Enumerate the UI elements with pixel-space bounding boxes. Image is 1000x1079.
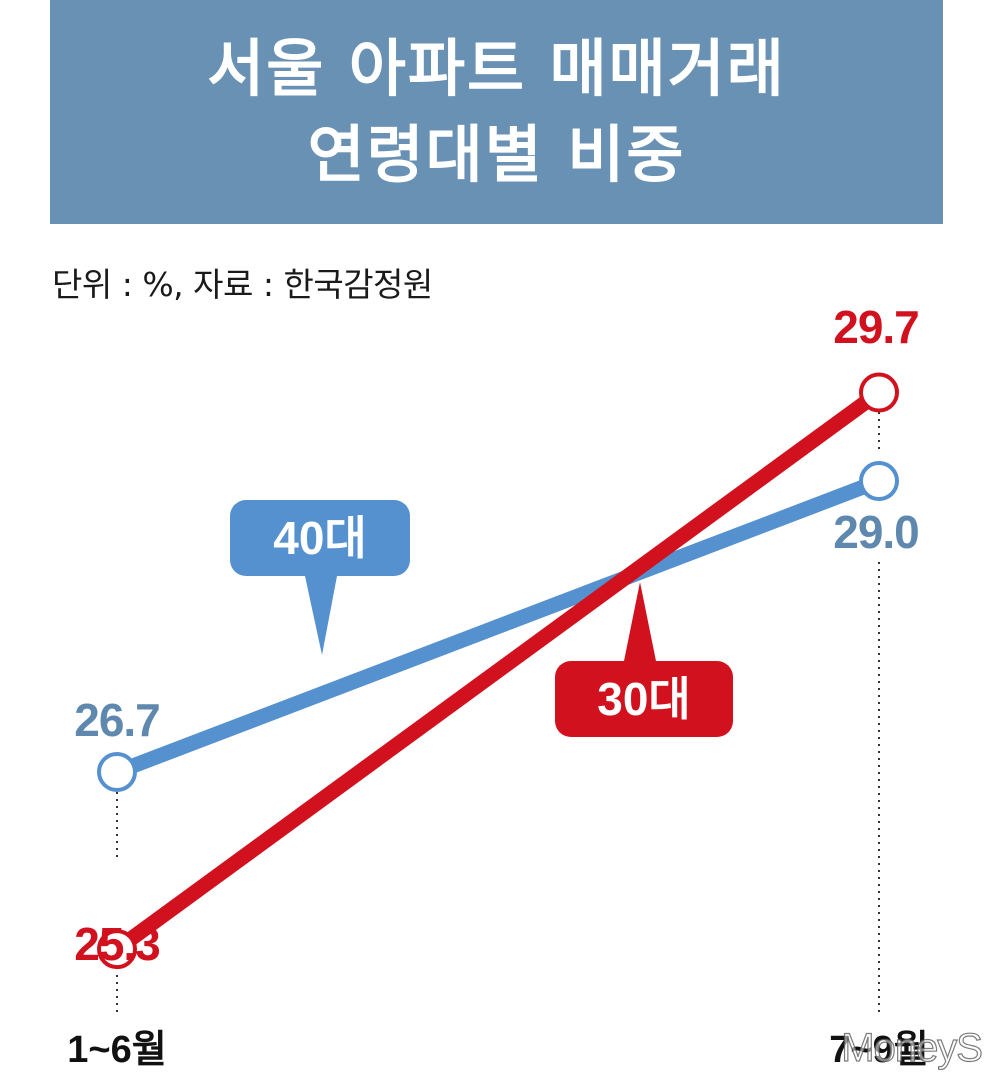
series-legend-label-30s: 30대 — [597, 673, 691, 725]
x-tick-labels: 1~6월 7~9월 — [67, 1029, 928, 1071]
point-marker-30s-0 — [97, 929, 137, 970]
data-label-30s-1: 29.7 — [833, 301, 919, 353]
callout-tail-40s — [305, 576, 337, 655]
callout-box-30s — [555, 661, 733, 737]
series-line-40s — [114, 474, 882, 780]
callout-tail-30s — [624, 582, 656, 661]
series-callouts: 40대 30대 — [230, 500, 733, 737]
series-lines — [112, 386, 884, 956]
data-label-30s-0: 25.3 — [74, 918, 160, 970]
data-labels: 26.7 29.0 25.3 29.7 — [74, 301, 920, 970]
series-legend-label-40s: 40대 — [273, 512, 367, 564]
series-line-30s — [112, 386, 884, 956]
x-tick-label-1: 7~9월 — [829, 1029, 928, 1071]
watermark-logo: MoneyS — [841, 1025, 984, 1070]
point-marker-40s-1 — [859, 461, 899, 502]
chart-title-line-1: 서울 아파트 매매거래 — [207, 32, 786, 105]
callout-box-40s — [230, 500, 410, 576]
chart-title-line-2: 연령대별 비중 — [307, 118, 686, 191]
data-label-40s-0: 26.7 — [74, 694, 160, 746]
point-marker-40s-0 — [97, 752, 137, 792]
dotted-guides — [116, 405, 880, 1012]
unit-source-note: 단위 : %, 자료 : 한국감정원 — [52, 265, 433, 304]
point-marker-30s-1 — [859, 372, 899, 413]
x-tick-label-0: 1~6월 — [67, 1029, 166, 1071]
data-label-40s-1: 29.0 — [833, 506, 919, 558]
series-markers — [97, 372, 899, 970]
title-banner: 서울 아파트 매매거래 연령대별 비중 — [50, 0, 943, 224]
